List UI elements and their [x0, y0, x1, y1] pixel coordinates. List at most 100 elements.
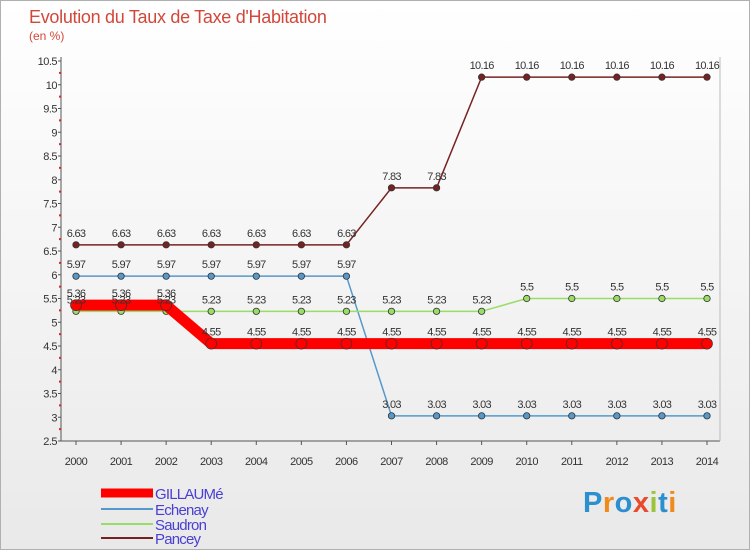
y-tick-label: 7: [51, 222, 57, 234]
data-label: 5.5: [700, 282, 714, 294]
y-tick-label: 8.5: [43, 151, 57, 163]
logo-letter: t: [658, 487, 669, 519]
data-label: 4.55: [292, 327, 311, 339]
data-point: [432, 307, 441, 315]
data-label: 6.63: [292, 228, 311, 240]
data-point: [703, 294, 711, 303]
x-tick-label: 2014: [696, 456, 719, 468]
y-tick-label: 6: [51, 270, 57, 282]
data-point: [117, 241, 125, 249]
data-point: [613, 294, 621, 303]
data-label: 6.63: [337, 228, 356, 240]
x-tick-label: 2012: [606, 456, 629, 468]
data-label: 5.23: [67, 294, 86, 306]
data-label: 3.03: [382, 399, 401, 411]
x-tick-label: 2003: [200, 456, 223, 468]
data-point: [658, 294, 666, 303]
data-label: 5.97: [67, 259, 86, 271]
data-label: 3.03: [472, 399, 491, 411]
data-label: 5.23: [292, 294, 311, 306]
y-tick-label: 3: [51, 412, 57, 424]
y-tick-label: 3.5: [43, 389, 57, 401]
data-point: [387, 184, 396, 192]
y-minor-tick: [59, 261, 61, 264]
data-point: [613, 73, 621, 81]
data-point: [523, 294, 531, 303]
data-point: [658, 412, 666, 420]
y-minor-tick: [59, 166, 61, 169]
data-point: [568, 412, 576, 420]
y-tick-label: 10.5: [38, 56, 58, 68]
data-label: 5.97: [247, 259, 266, 271]
data-point: [523, 412, 531, 420]
data-point: [342, 241, 351, 249]
data-label: 4.55: [247, 327, 266, 339]
data-label: 6.63: [202, 228, 221, 240]
chart-title: Evolution du Taux de Taxe d'Habitation: [29, 7, 327, 27]
data-label: 4.55: [608, 327, 627, 339]
data-label: 6.63: [157, 228, 176, 240]
data-label: 10.16: [515, 60, 540, 72]
y-tick-label: 6.5: [43, 246, 57, 258]
data-point: [611, 337, 623, 350]
data-label: 5.5: [565, 282, 579, 294]
data-label: 10.16: [605, 60, 630, 72]
series-line-pancey: [76, 76, 707, 246]
y-tick-label: 4: [51, 365, 57, 377]
data-point: [613, 412, 621, 420]
y-minor-tick: [59, 238, 61, 241]
data-point: [342, 307, 351, 315]
y-tick-label: 7.5: [43, 199, 57, 211]
y-minor-tick: [59, 428, 61, 431]
data-point: [340, 337, 353, 350]
data-label: 7.83: [427, 171, 446, 183]
data-label: 5.23: [112, 294, 131, 306]
data-point: [385, 337, 398, 350]
data-label: 4.55: [653, 327, 672, 339]
data-point: [207, 307, 215, 315]
legend-label: Echenay: [155, 502, 209, 519]
data-label: 10.16: [560, 60, 585, 72]
x-tick-label: 2010: [515, 456, 538, 468]
data-point: [250, 337, 263, 350]
chart-subtitle: (en %): [29, 29, 65, 43]
y-tick-label: 2.5: [43, 436, 57, 448]
data-label: 3.03: [562, 399, 581, 411]
data-label: 10.16: [695, 60, 720, 72]
data-point: [478, 412, 486, 420]
data-point: [523, 73, 531, 81]
data-point: [478, 307, 486, 315]
y-minor-tick: [59, 356, 61, 359]
y-tick-label: 10: [46, 80, 58, 92]
data-label: 4.55: [337, 327, 356, 339]
y-minor-tick: [59, 71, 61, 74]
x-tick-label: 2002: [155, 456, 178, 468]
data-point: [205, 337, 218, 350]
data-label: 5.23: [472, 294, 491, 306]
data-point: [207, 272, 215, 280]
data-label: 4.55: [427, 327, 446, 339]
y-minor-tick: [59, 333, 61, 336]
data-point: [568, 294, 576, 303]
data-label: 4.55: [562, 327, 581, 339]
y-tick-label: 9: [51, 127, 57, 139]
y-tick-label: 5.5: [43, 294, 57, 306]
x-tick-label: 2011: [561, 456, 583, 468]
data-label: 3.03: [427, 399, 446, 411]
data-point: [387, 412, 396, 420]
x-tick-label: 2009: [470, 456, 493, 468]
data-label: 4.55: [517, 327, 536, 339]
logo-letter: i: [649, 487, 659, 519]
data-label: 5.23: [427, 294, 446, 306]
data-label: 5.5: [655, 282, 669, 294]
data-label: 4.55: [202, 327, 221, 339]
data-label: 4.55: [472, 327, 491, 339]
data-label: 3.03: [517, 399, 536, 411]
data-point: [252, 241, 260, 249]
data-point: [70, 299, 82, 311]
data-label: 5.36: [112, 288, 131, 300]
x-tick-label: 2000: [65, 456, 88, 468]
y-minor-tick: [59, 404, 61, 407]
data-label: 3.03: [653, 399, 672, 411]
